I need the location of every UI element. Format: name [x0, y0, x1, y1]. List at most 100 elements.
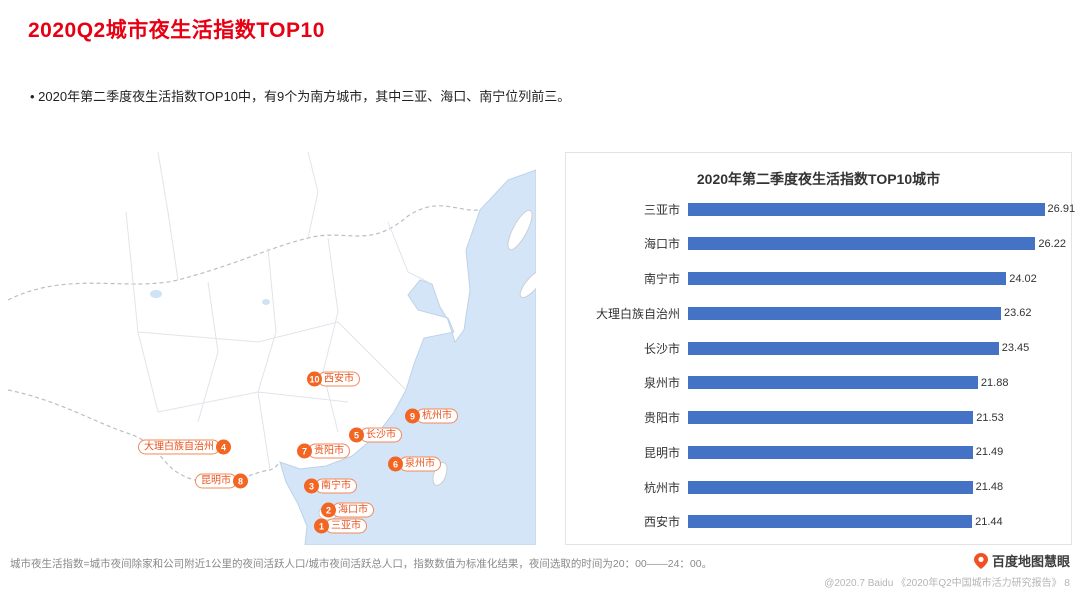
chart-category-label: 杭州市	[643, 480, 680, 495]
marker-rank-badge: 5	[349, 427, 364, 443]
chart-value-label: 21.53	[976, 411, 1004, 424]
map-marker-rank-1: 1 三亚市	[314, 518, 367, 534]
footnote: 城市夜生活指数=城市夜间除家和公司附近1公里的夜间活跃人口/城市夜间活跃总人口，…	[10, 558, 713, 570]
chart-category-label: 大理白族自治州	[595, 306, 680, 321]
chart-category-label: 泉州市	[643, 376, 680, 391]
chart-value-label: 21.44	[975, 515, 1003, 528]
marker-city-label: 南宁市	[315, 478, 357, 494]
marker-city-label: 长沙市	[360, 427, 402, 443]
map-marker-rank-7: 7 贵阳市	[297, 443, 350, 459]
chart-bar-track: 21.53	[688, 411, 1059, 425]
chart-value-label: 23.62	[1003, 307, 1032, 320]
brand-name: 百度地图慧眼	[991, 554, 1070, 569]
chart-category-label: 海口市	[643, 237, 680, 252]
marker-rank-badge: 8	[233, 473, 248, 489]
chart-row: 大理白族自治州 23.62	[582, 303, 1059, 323]
chart-bar	[688, 272, 1007, 286]
map-marker-rank-2: 2 海口市	[321, 502, 374, 518]
chart-value-label: 24.02	[1009, 272, 1037, 285]
chart-bar	[688, 445, 973, 459]
map-marker-rank-8: 昆明市 8	[195, 473, 248, 489]
chart-bar-track: 24.02	[688, 272, 1059, 286]
marker-city-label: 海口市	[332, 502, 374, 518]
page-title: 2020Q2城市夜生活指数TOP10	[28, 19, 325, 42]
chart-bar	[688, 306, 1001, 320]
marker-city-label: 大理白族自治州	[138, 439, 220, 455]
summary-bullet: • 2020年第二季度夜生活指数TOP10中，有9个为南方城市，其中三亚、海口、…	[30, 89, 571, 104]
map-marker-rank-5: 5 长沙市	[349, 427, 402, 443]
chart-value-label: 21.48	[975, 481, 1004, 494]
marker-rank-badge: 7	[297, 443, 312, 459]
chart-bar	[688, 376, 978, 390]
lake	[262, 299, 270, 305]
marker-rank-badge: 10	[307, 371, 322, 387]
chart-bar-track: 21.88	[688, 376, 1059, 390]
national-border	[8, 205, 479, 301]
chart-row: 南宁市 24.02	[582, 269, 1059, 289]
marker-rank-badge: 1	[314, 518, 329, 534]
chart-category-label: 长沙市	[643, 341, 680, 356]
marker-city-label: 贵阳市	[308, 443, 350, 459]
map-marker-rank-9: 9 杭州市	[405, 408, 458, 424]
chart-value-label: 21.88	[980, 376, 1009, 389]
chart-bar-track: 26.22	[688, 237, 1066, 251]
chart-row: 昆明市 21.49	[582, 442, 1059, 462]
chart-category-label: 三亚市	[643, 202, 680, 217]
chart-value-label: 26.91	[1047, 203, 1076, 215]
marker-rank-badge: 9	[405, 408, 420, 424]
chart-row: 海口市 26.22	[582, 234, 1066, 254]
chart-row: 西安市 21.44	[582, 512, 1059, 532]
bar-chart-panel: 2020年第二季度夜生活指数TOP10城市 三亚市 26.91 海口市 26.22 南宁…	[565, 152, 1075, 545]
chart-category-label: 南宁市	[643, 272, 680, 287]
china-map	[8, 152, 536, 545]
chart-bar-track: 21.49	[688, 445, 1059, 459]
chart-bar-track: 21.44	[688, 515, 1059, 529]
marker-city-label: 西安市	[318, 371, 360, 387]
marker-rank-badge: 4	[216, 439, 231, 455]
chart-row: 泉州市 21.88	[582, 373, 1059, 393]
chart-bar	[688, 515, 973, 529]
chart-category-label: 昆明市	[643, 445, 680, 460]
marker-city-label: 泉州市	[399, 456, 441, 472]
chart-bar	[688, 237, 1036, 251]
chart-bar	[688, 341, 999, 355]
chart-bar-track: 26.91	[688, 202, 1075, 216]
marker-city-label: 杭州市	[416, 408, 458, 424]
chart-value-label: 26.22	[1038, 237, 1066, 250]
chart-category-label: 西安市	[643, 515, 680, 530]
map-marker-rank-3: 3 南宁市	[304, 478, 357, 494]
chart-value-label: 21.49	[975, 446, 1004, 459]
province-borders	[125, 152, 429, 471]
chart-rows: 三亚市 26.91 海口市 26.22 南宁市 24.02 大理白族自治州 23.62 长沙市 2…	[582, 199, 1075, 532]
marker-rank-badge: 3	[304, 478, 319, 494]
map-sea	[279, 169, 536, 545]
chart-bar	[688, 480, 973, 494]
chart-bar-track: 23.62	[688, 306, 1059, 320]
chart-bar-track: 21.48	[688, 480, 1059, 494]
chart-row: 贵阳市 21.53	[582, 408, 1059, 428]
chart-row: 三亚市 26.91	[582, 199, 1075, 219]
report-credit: @2020.7 Baidu 《2020年Q2中国城市活力研究报告》 8	[824, 578, 1070, 589]
brand-logo: 百度地图慧眼	[973, 551, 1070, 570]
china-map-panel: 1 三亚市 2 海口市 3 南宁市 大理白族自治州 4 5 长沙市 6 泉州市 7 贵阳市 昆明市 8 9 杭州市…	[8, 152, 536, 545]
map-marker-rank-4: 大理白族自治州 4	[138, 439, 231, 455]
map-marker-rank-10: 10 西安市	[307, 371, 360, 387]
chart-bar-track: 23.45	[688, 341, 1059, 355]
lake	[150, 290, 162, 298]
map-markers-layer: 1 三亚市 2 海口市 3 南宁市 大理白族自治州 4 5 长沙市 6 泉州市 7 贵阳市 昆明市 8 9 杭州市…	[8, 152, 536, 545]
chart-title: 2020年第二季度夜生活指数TOP10城市	[696, 171, 941, 187]
marker-rank-badge: 2	[321, 502, 336, 518]
chart-row: 杭州市 21.48	[582, 477, 1059, 497]
japan-island	[507, 209, 533, 251]
japan-island	[519, 269, 536, 299]
chart-bar	[688, 411, 974, 425]
chart-category-label: 贵阳市	[643, 411, 680, 426]
chart-bar	[688, 202, 1045, 216]
map-marker-rank-6: 6 泉州市	[388, 456, 441, 472]
marker-city-label: 昆明市	[195, 473, 237, 489]
chart-value-label: 23.45	[1001, 342, 1030, 355]
national-border	[8, 389, 281, 484]
chart-row: 长沙市 23.45	[582, 338, 1059, 358]
marker-rank-badge: 6	[388, 456, 403, 472]
